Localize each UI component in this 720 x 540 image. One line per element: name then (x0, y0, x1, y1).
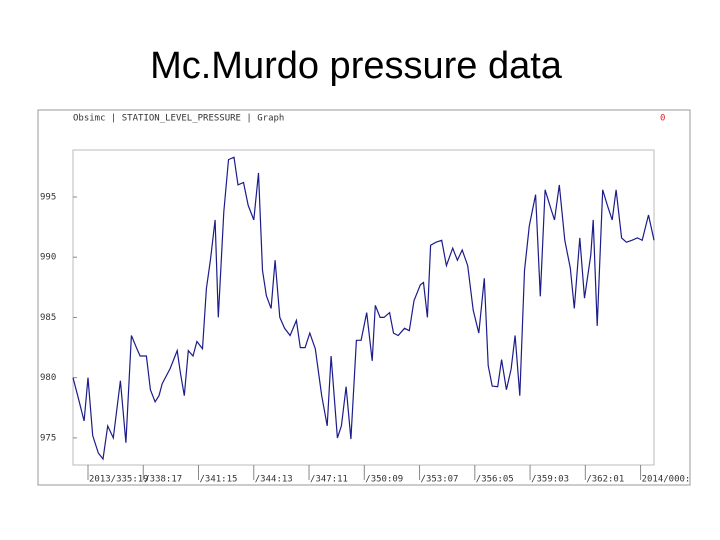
chart-frame (37, 109, 691, 486)
slide-title: Mc.Murdo pressure data (150, 45, 563, 87)
x-tick-label: /338:17 (144, 475, 182, 485)
line-series (72, 156, 655, 461)
x-tick-label: /341:15 (200, 475, 238, 485)
y-tick-label: 975 (40, 433, 56, 443)
x-tick-label: 2013/335:19 (89, 475, 149, 485)
x-tick-label: /359:03 (531, 475, 569, 485)
x-tick-label: /362:01 (586, 475, 624, 485)
y-tick-label: 995 (40, 192, 56, 202)
x-tick-label: /356:05 (476, 475, 514, 485)
chart-header: Obsimc | STATION_LEVEL_PRESSURE | Graph (73, 114, 284, 124)
x-tick-label: /353:07 (421, 475, 459, 485)
x-tick-label: /350:09 (365, 475, 403, 485)
y-tick-label: 985 (40, 313, 56, 323)
annotation: 0 (660, 114, 665, 124)
x-tick-label: /347:11 (310, 475, 348, 485)
x-tick-label: 2014/000: (642, 475, 691, 485)
y-tick-label: 990 (40, 253, 56, 263)
plot-area (72, 149, 655, 466)
x-tick-label: /344:13 (255, 475, 293, 485)
y-tick-label: 980 (40, 373, 56, 383)
